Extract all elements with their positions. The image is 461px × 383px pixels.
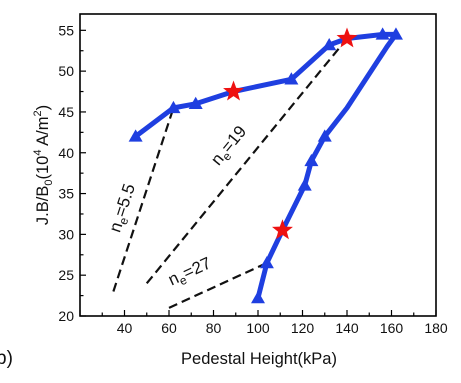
ne-label: ne=5.5: [105, 181, 141, 235]
panel-label: b): [0, 348, 13, 369]
y-tick-label: 25: [58, 267, 74, 283]
y-tick-label: 50: [58, 63, 74, 79]
ne-dashed-line: [168, 261, 268, 309]
ne-label: ne=27: [165, 253, 215, 292]
axes: [79, 13, 437, 317]
star-marker: [336, 27, 358, 48]
triangle-marker: [128, 129, 143, 142]
y-title-part2: (10: [34, 156, 52, 180]
y-tick-label: 40: [58, 145, 74, 161]
y-title-sup4: 4: [32, 150, 44, 156]
y-tick-label: 55: [58, 22, 74, 38]
triangle-marker: [297, 178, 312, 191]
triangle-marker: [251, 291, 265, 304]
triangle-marker: [284, 72, 299, 85]
y-title-part3: A/m: [34, 117, 52, 150]
x-tick-label: 80: [206, 320, 222, 336]
y-title-sub0: 0: [43, 180, 55, 186]
y-tick-label: 45: [58, 104, 74, 120]
y-title-part4: ): [34, 105, 52, 111]
markers: [128, 27, 403, 304]
ne-dashed-line: [112, 107, 175, 292]
y-tick-label: 35: [58, 186, 74, 202]
x-tick-label: 60: [161, 320, 177, 336]
triangle-marker: [375, 27, 390, 40]
ne-label-value: =5.5: [110, 181, 138, 219]
ne-dashed-line: [145, 37, 348, 285]
y-title-part1: J.B/B: [34, 186, 52, 225]
ne-label-sub: e: [116, 215, 131, 226]
x-tick-label: 180: [424, 320, 448, 336]
star-marker: [223, 80, 244, 101]
x-axis-title: Pedestal Height(kPa): [181, 350, 337, 368]
triangle-marker: [317, 129, 332, 142]
triangle-marker: [388, 27, 403, 40]
triangle-marker: [188, 96, 203, 110]
y-tick-label: 30: [58, 226, 74, 242]
x-tick-label: 160: [380, 320, 404, 336]
x-tick-label: 40: [117, 320, 133, 336]
x-tick-label: 100: [246, 320, 270, 336]
star-marker: [272, 219, 293, 240]
triangle-marker: [166, 100, 181, 114]
x-tick-label: 140: [335, 320, 359, 336]
ticks: 40 60 80 100 120 140 160 180 20 25 30 35 40 45 50 55: [58, 22, 447, 336]
y-axis-title: J.B/B0(104 A/m2): [32, 105, 55, 225]
y-tick-label: 20: [58, 308, 74, 324]
reference-lines: [112, 37, 348, 309]
ne-label-value: =27: [180, 253, 214, 282]
triangle-marker: [322, 38, 337, 51]
triangle-marker: [259, 255, 274, 269]
x-tick-label: 120: [291, 320, 315, 336]
triangle-marker: [304, 153, 319, 167]
plot-frame: [79, 13, 437, 317]
highlight-stars: [223, 27, 358, 240]
y-title-sup2: 2: [32, 110, 44, 116]
